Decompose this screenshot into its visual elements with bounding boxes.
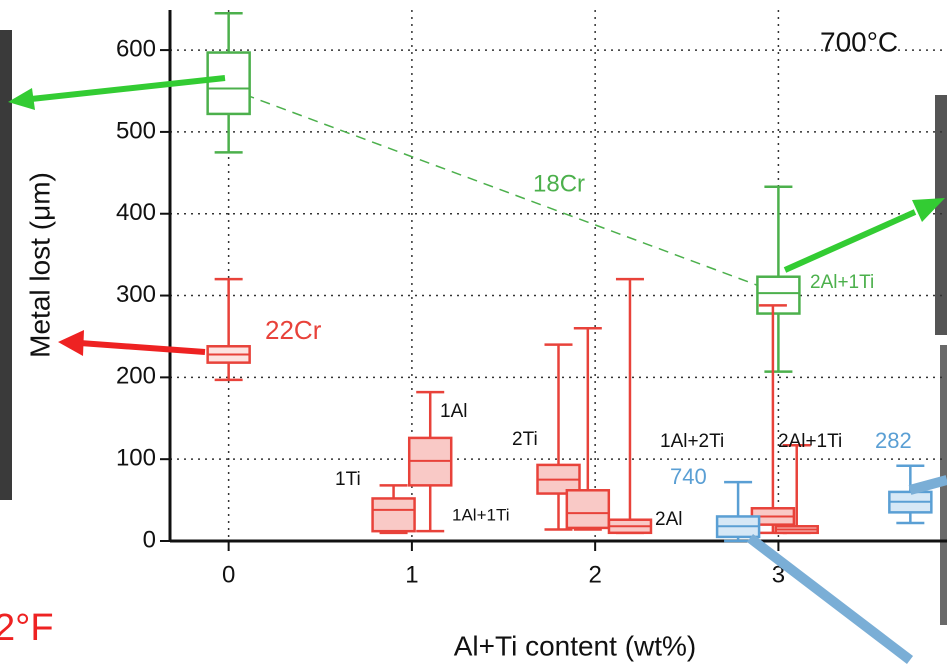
- y-tick-label: 500: [116, 117, 156, 144]
- y-tick-label: 200: [116, 363, 156, 390]
- y-axis-label: Metal lost (μm): [24, 172, 55, 358]
- trend-label: 18Cr: [533, 170, 585, 197]
- box: [208, 53, 250, 114]
- y-tick-label: 0: [143, 526, 156, 553]
- title: 700°C: [820, 26, 898, 57]
- box-label: 1Al+1Ti: [452, 505, 509, 524]
- box-label: 282: [875, 428, 912, 453]
- box-label: 22Cr: [265, 315, 322, 345]
- arrow: [22, 78, 225, 100]
- box: [757, 277, 799, 314]
- x-axis-label: Al+Ti content (wt%): [454, 630, 696, 661]
- arrow-head: [58, 330, 84, 356]
- box: [567, 490, 609, 528]
- y-tick-label: 300: [116, 281, 156, 308]
- box-label: 2Al: [655, 509, 682, 530]
- x-tick-label: 2: [588, 561, 601, 588]
- arrow: [785, 212, 915, 270]
- corner-text: 2°F: [0, 607, 54, 649]
- box-label: 2Al+1Ti: [810, 272, 874, 293]
- y-tick-label: 600: [116, 35, 156, 62]
- photo-fragment: [935, 95, 947, 335]
- box-label: 2Ti: [512, 429, 538, 450]
- photo-fragment: [0, 30, 12, 500]
- box-label: 1Al: [440, 401, 467, 422]
- box-label: 1Ti: [335, 469, 361, 490]
- arrow-head: [8, 88, 35, 110]
- x-tick-label: 1: [405, 561, 418, 588]
- x-tick-label: 0: [222, 561, 235, 588]
- box-label: 1Al+2Ti: [660, 431, 724, 452]
- box-label: 2Al+1Ti: [778, 431, 842, 452]
- y-tick-label: 400: [116, 199, 156, 226]
- y-tick-label: 100: [116, 445, 156, 472]
- trend-line: [229, 89, 779, 294]
- box-label: 740: [670, 464, 707, 489]
- chart: 01230100200300400500600 700°C Al+Ti cont…: [0, 0, 947, 670]
- box: [373, 498, 415, 531]
- arrow: [80, 343, 205, 352]
- arrow: [750, 538, 910, 660]
